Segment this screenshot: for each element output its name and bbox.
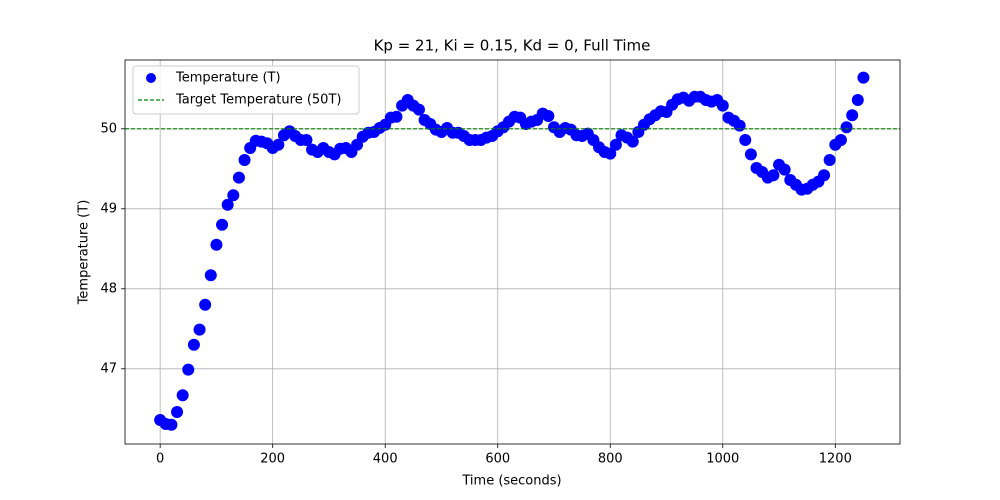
x-tick-label: 600 [485, 452, 510, 467]
y-tick-label: 50 [100, 121, 117, 136]
legend-label: Target Temperature (50T) [175, 93, 341, 108]
data-point [840, 121, 853, 134]
data-point [846, 109, 859, 122]
data-point [778, 163, 791, 176]
data-point [818, 169, 831, 182]
data-point [626, 135, 639, 148]
data-point [171, 406, 184, 418]
data-point [834, 134, 847, 146]
data-point [187, 338, 200, 351]
data-point [165, 418, 178, 431]
x-tick-label: 200 [260, 452, 285, 467]
data-point [232, 171, 245, 184]
data-point [739, 134, 752, 146]
legend-box [132, 65, 360, 115]
data-point [193, 323, 206, 336]
data-point [300, 134, 313, 146]
y-axis-label: Temperature (T) [77, 200, 92, 306]
y-tick-label: 49 [100, 201, 117, 216]
data-point [221, 198, 234, 211]
data-point [744, 148, 757, 161]
x-tick-label: 800 [598, 452, 623, 467]
data-point [272, 138, 285, 151]
plot-frame [124, 59, 901, 445]
data-point [238, 154, 251, 166]
data-point [767, 169, 780, 182]
data-point [199, 298, 212, 311]
legend-marker [146, 73, 156, 83]
data-point [609, 138, 622, 151]
x-tick-label: 400 [373, 452, 398, 467]
data-point [210, 238, 223, 251]
data-point [227, 189, 240, 202]
y-tick-label: 47 [100, 361, 117, 376]
data-point [412, 103, 425, 116]
data-point [604, 147, 617, 160]
x-axis-label: Time (seconds) [461, 474, 561, 489]
data-point [176, 389, 189, 402]
data-point [216, 218, 229, 231]
y-tick-label: 48 [100, 281, 117, 296]
data-point [716, 99, 729, 112]
data-point [204, 269, 217, 282]
legend-label: Temperature (T) [175, 71, 281, 86]
x-tick-label: 0 [156, 452, 164, 467]
data-point [857, 71, 870, 84]
x-tick-label: 1000 [706, 452, 739, 467]
x-tick-label: 1200 [819, 452, 852, 467]
data-point [390, 110, 403, 123]
data-point [542, 110, 555, 122]
chart-title: Kp = 21, Ki = 0.15, Kd = 0, Full Time [374, 37, 651, 55]
data-point [823, 154, 836, 166]
data-point [851, 94, 864, 106]
data-point [733, 119, 746, 132]
data-point [182, 363, 195, 376]
